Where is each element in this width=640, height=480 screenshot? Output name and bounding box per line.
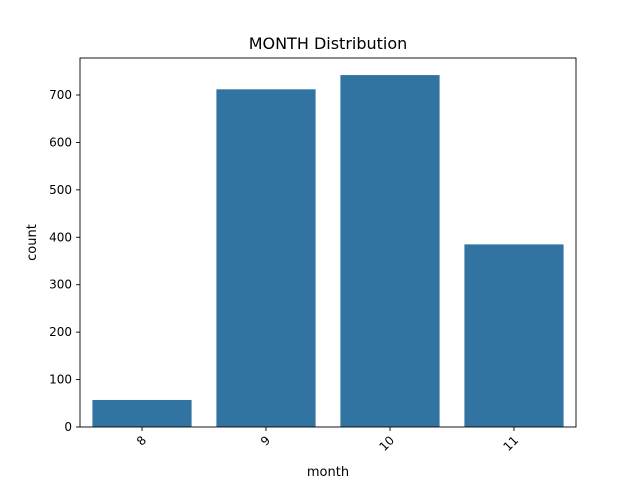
bar-8 — [92, 399, 192, 427]
y-tick-label-400: 400 — [49, 230, 72, 244]
plot-frame — [79, 57, 577, 428]
y-axis: 0 100 200 300 400 500 600 700 — [49, 88, 80, 434]
bar-10 — [340, 75, 440, 427]
bar-9 — [216, 89, 316, 427]
y-tick-label-600: 600 — [49, 135, 72, 149]
y-tick-label-0: 0 — [64, 420, 72, 434]
bars-layer — [92, 75, 564, 427]
y-tick-label-500: 500 — [49, 183, 72, 197]
y-tick-label-100: 100 — [49, 373, 72, 387]
x-tick-label-9: 9 — [258, 433, 273, 448]
x-tick-label-8: 8 — [134, 433, 149, 448]
bar-11 — [464, 244, 564, 427]
x-axis-label: month — [307, 465, 349, 480]
y-tick-label-300: 300 — [49, 278, 72, 292]
x-tick-label-11: 11 — [500, 433, 521, 454]
chart-title: MONTH Distribution — [249, 34, 408, 53]
y-axis-label: count — [25, 224, 40, 261]
x-tick-label-10: 10 — [376, 433, 397, 454]
y-tick-label-700: 700 — [49, 88, 72, 102]
y-tick-label-200: 200 — [49, 325, 72, 339]
x-axis: 8 9 10 11 — [134, 427, 521, 454]
